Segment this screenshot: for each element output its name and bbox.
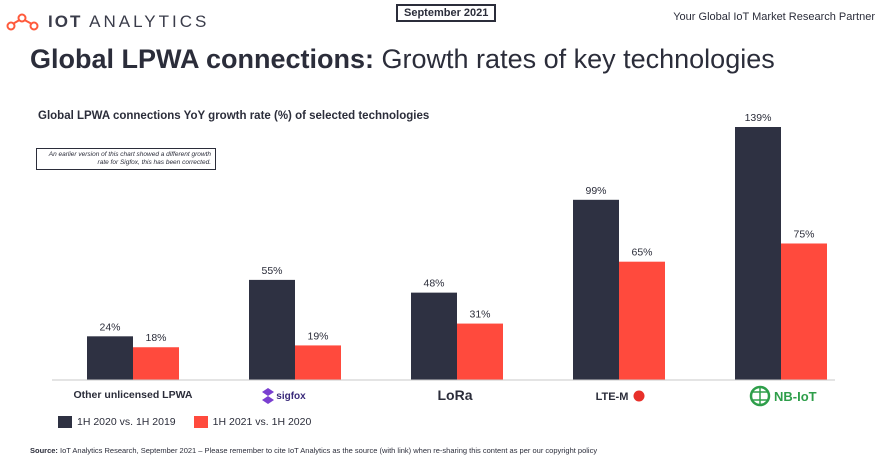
bar-nb-iot-series1 bbox=[735, 127, 781, 380]
data-label: 24% bbox=[99, 321, 120, 333]
data-label: 31% bbox=[469, 309, 490, 321]
logo-text-bold: IOT bbox=[48, 12, 83, 31]
data-label: 75% bbox=[793, 228, 814, 240]
lte-m-logo-icon bbox=[633, 390, 645, 402]
legend: 1H 2020 vs. 1H 2019 1H 2021 vs. 1H 2020 bbox=[58, 416, 311, 428]
category-label-other-unlicensed-lpwa: Other unlicensed LPWA bbox=[73, 389, 192, 401]
nb-iot-globe-grid-icon bbox=[752, 387, 768, 405]
sigfox-logo-icon bbox=[262, 388, 274, 404]
bar-other-unlicensed-lpwa-series1 bbox=[87, 336, 133, 380]
date-badge: September 2021 bbox=[396, 4, 497, 22]
page-title-bold: Global LPWA connections: bbox=[30, 44, 375, 74]
source-label: Source: bbox=[30, 446, 58, 455]
legend-swatch-series1 bbox=[58, 416, 72, 428]
legend-label-series1: 1H 2020 vs. 1H 2019 bbox=[77, 416, 176, 428]
logo-text-rest: ANALYTICS bbox=[89, 12, 210, 31]
brand-logo: IOT ANALYTICS bbox=[6, 12, 209, 32]
data-label: 139% bbox=[745, 112, 772, 124]
data-label: 65% bbox=[631, 247, 652, 259]
page-title-rest: Growth rates of key technologies bbox=[381, 44, 775, 74]
bar-other-unlicensed-lpwa-series2 bbox=[133, 347, 179, 380]
bar-nb-iot-series2 bbox=[781, 243, 827, 380]
category-label-nb-iot: NB-IoT bbox=[774, 389, 817, 404]
data-label: 55% bbox=[261, 265, 282, 277]
logo-text: IOT ANALYTICS bbox=[48, 12, 209, 32]
legend-label-series2: 1H 2021 vs. 1H 2020 bbox=[212, 416, 312, 428]
logo-icon bbox=[6, 13, 39, 31]
category-label-sigfox: sigfox bbox=[276, 391, 306, 402]
data-label: 48% bbox=[423, 278, 444, 290]
correction-note: An earlier version of this chart showed … bbox=[36, 148, 216, 170]
legend-swatch-series2 bbox=[193, 416, 208, 428]
bar-lte-m-series1 bbox=[573, 199, 619, 380]
legend-item-series2: 1H 2021 vs. 1H 2020 bbox=[193, 416, 312, 428]
data-label: 18% bbox=[145, 332, 166, 344]
data-label: 19% bbox=[307, 330, 328, 342]
category-label-lora: LoRa bbox=[438, 387, 473, 403]
source-text: IoT Analytics Research, September 2021 –… bbox=[60, 446, 598, 455]
bar-sigfox-series1 bbox=[249, 279, 295, 380]
bar-sigfox-series2 bbox=[295, 345, 341, 380]
tagline: Your Global IoT Market Research Partner bbox=[673, 11, 875, 23]
page-title: Global LPWA connections: Growth rates of… bbox=[30, 44, 775, 75]
data-label: 99% bbox=[585, 185, 606, 197]
bar-lora-series2 bbox=[457, 323, 503, 380]
category-label-lte-m: LTE-M bbox=[596, 391, 629, 403]
bar-lora-series1 bbox=[411, 292, 457, 380]
bar-lte-m-series2 bbox=[619, 261, 665, 380]
source-note: Source: IoT Analytics Research, Septembe… bbox=[30, 446, 597, 455]
chart-title: Global LPWA connections YoY growth rate … bbox=[38, 110, 430, 122]
legend-item-series1: 1H 2020 vs. 1H 2019 bbox=[58, 416, 176, 428]
